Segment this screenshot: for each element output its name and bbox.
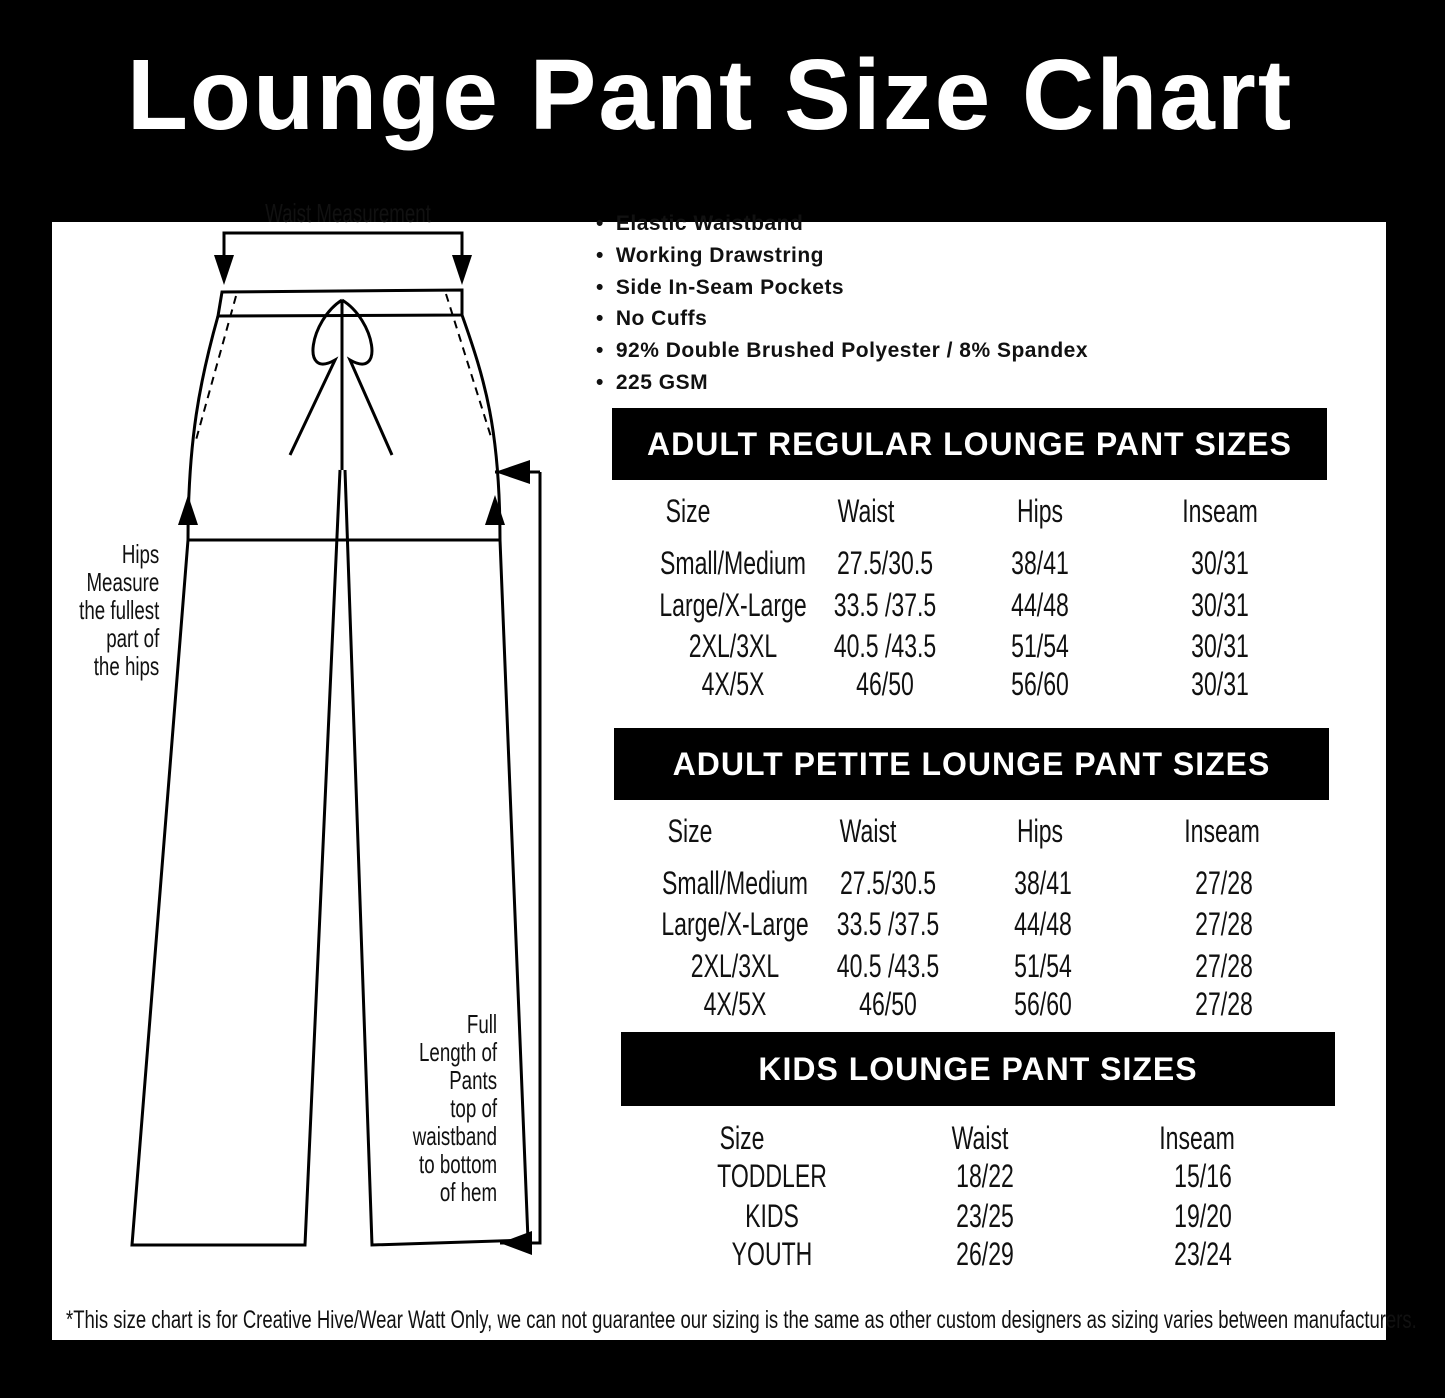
hips-label-line: Hips xyxy=(121,539,159,569)
table-cell: 23/25 xyxy=(956,1198,1014,1234)
length-label-line: waistband xyxy=(412,1121,497,1151)
column-header: Waist xyxy=(951,1120,1009,1156)
feature-list: Elastic Waistband Working Drawstring Sid… xyxy=(596,212,1088,403)
table-cell: Large/X-Large xyxy=(661,906,809,942)
feature-item: Side In-Seam Pockets xyxy=(596,276,1088,308)
hips-label-line: Measure xyxy=(86,567,159,597)
length-label-line: to bottom xyxy=(418,1149,497,1179)
table-cell: 56/60 xyxy=(1011,666,1069,702)
table-cell: 30/31 xyxy=(1191,587,1249,623)
column-header: Waist xyxy=(837,493,895,529)
arrow-down-icon xyxy=(452,255,472,285)
table-cell: 30/31 xyxy=(1191,666,1249,702)
table-cell: 44/48 xyxy=(1014,906,1072,942)
table-cell: 27.5/30.5 xyxy=(839,865,937,901)
table-cell: 38/41 xyxy=(1011,545,1069,581)
arrow-up-icon xyxy=(178,495,198,525)
table-cell: Large/X-Large xyxy=(659,587,807,623)
column-header: Inseam xyxy=(1182,493,1258,529)
page-title: Lounge Pant Size Chart xyxy=(126,39,1294,151)
arrow-left-icon xyxy=(495,460,530,484)
table-cell: 46/50 xyxy=(856,666,914,702)
feature-item: 92% Double Brushed Polyester / 8% Spande… xyxy=(596,339,1088,371)
table-cell: 27/28 xyxy=(1195,906,1253,942)
table-cell: 23/24 xyxy=(1174,1236,1232,1272)
length-label-line: Length of xyxy=(418,1037,497,1067)
table-cell: 27/28 xyxy=(1195,865,1253,901)
table-cell: Small/Medium xyxy=(660,545,806,581)
table-cell: 44/48 xyxy=(1011,587,1069,623)
table-cell: TODDLER xyxy=(717,1158,827,1194)
table-cell: 30/31 xyxy=(1191,545,1249,581)
table-cell: 56/60 xyxy=(1014,986,1072,1022)
waist-measurement-label: Waist Measurement xyxy=(265,198,431,228)
feature-item: No Cuffs xyxy=(596,307,1088,339)
table-cell: YOUTH xyxy=(731,1236,813,1272)
table-cell: 51/54 xyxy=(1014,948,1072,984)
table-cell: 33.5 /37.5 xyxy=(833,587,937,623)
length-label-line: top of xyxy=(450,1093,497,1123)
feature-item: Elastic Waistband xyxy=(596,212,1088,244)
arrow-up-icon xyxy=(485,495,505,525)
table-title-regular: ADULT REGULAR LOUNGE PANT SIZES xyxy=(612,408,1327,480)
column-header: Size xyxy=(667,813,713,849)
column-header: Inseam xyxy=(1184,813,1260,849)
hips-label-line: the fullest xyxy=(78,595,159,625)
arrow-down-icon xyxy=(214,255,234,285)
hips-label-line: the hips xyxy=(93,651,159,681)
table-cell: KIDS xyxy=(745,1198,799,1234)
arrow-left-icon xyxy=(500,1231,532,1255)
table-cell: 40.5 /43.5 xyxy=(836,948,940,984)
table-cell: 27/28 xyxy=(1195,986,1253,1022)
table-title-kids: KIDS LOUNGE PANT SIZES xyxy=(621,1032,1335,1106)
table-title-petite: ADULT PETITE LOUNGE PANT SIZES xyxy=(614,728,1329,800)
column-header: Size xyxy=(665,493,711,529)
length-label: Full Length of Pants top of waistband to… xyxy=(413,1010,497,1206)
table-cell: 2XL/3XL xyxy=(690,948,780,984)
feature-item: 225 GSM xyxy=(596,371,1088,403)
table-cell: 26/29 xyxy=(956,1236,1014,1272)
column-header: Waist xyxy=(839,813,897,849)
length-label-line: Full xyxy=(466,1009,497,1039)
footnote: *This size chart is for Creative Hive/We… xyxy=(66,1306,1417,1334)
table-cell: 30/31 xyxy=(1191,628,1249,664)
table-cell: 40.5 /43.5 xyxy=(833,628,937,664)
length-label-line: of hem xyxy=(439,1177,497,1207)
column-header: Hips xyxy=(1016,493,1064,529)
table-cell: 51/54 xyxy=(1011,628,1069,664)
table-cell: 2XL/3XL xyxy=(688,628,778,664)
table-cell: 4X/5X xyxy=(701,666,765,702)
table-cell: 33.5 /37.5 xyxy=(836,906,940,942)
table-cell: 27/28 xyxy=(1195,948,1253,984)
column-header: Size xyxy=(719,1120,765,1156)
table-cell: Small/Medium xyxy=(662,865,808,901)
table-cell: 38/41 xyxy=(1014,865,1072,901)
table-cell: 4X/5X xyxy=(703,986,767,1022)
table-cell: 15/16 xyxy=(1174,1158,1232,1194)
column-header: Hips xyxy=(1016,813,1064,849)
hips-label-line: part of xyxy=(105,623,159,653)
table-cell: 27.5/30.5 xyxy=(836,545,934,581)
hips-label: Hips Measure the fullest part of the hip… xyxy=(79,540,159,680)
feature-item: Working Drawstring xyxy=(596,244,1088,276)
length-label-line: Pants xyxy=(449,1065,497,1095)
table-cell: 46/50 xyxy=(859,986,917,1022)
table-cell: 19/20 xyxy=(1174,1198,1232,1234)
column-header: Inseam xyxy=(1159,1120,1235,1156)
table-cell: 18/22 xyxy=(956,1158,1014,1194)
